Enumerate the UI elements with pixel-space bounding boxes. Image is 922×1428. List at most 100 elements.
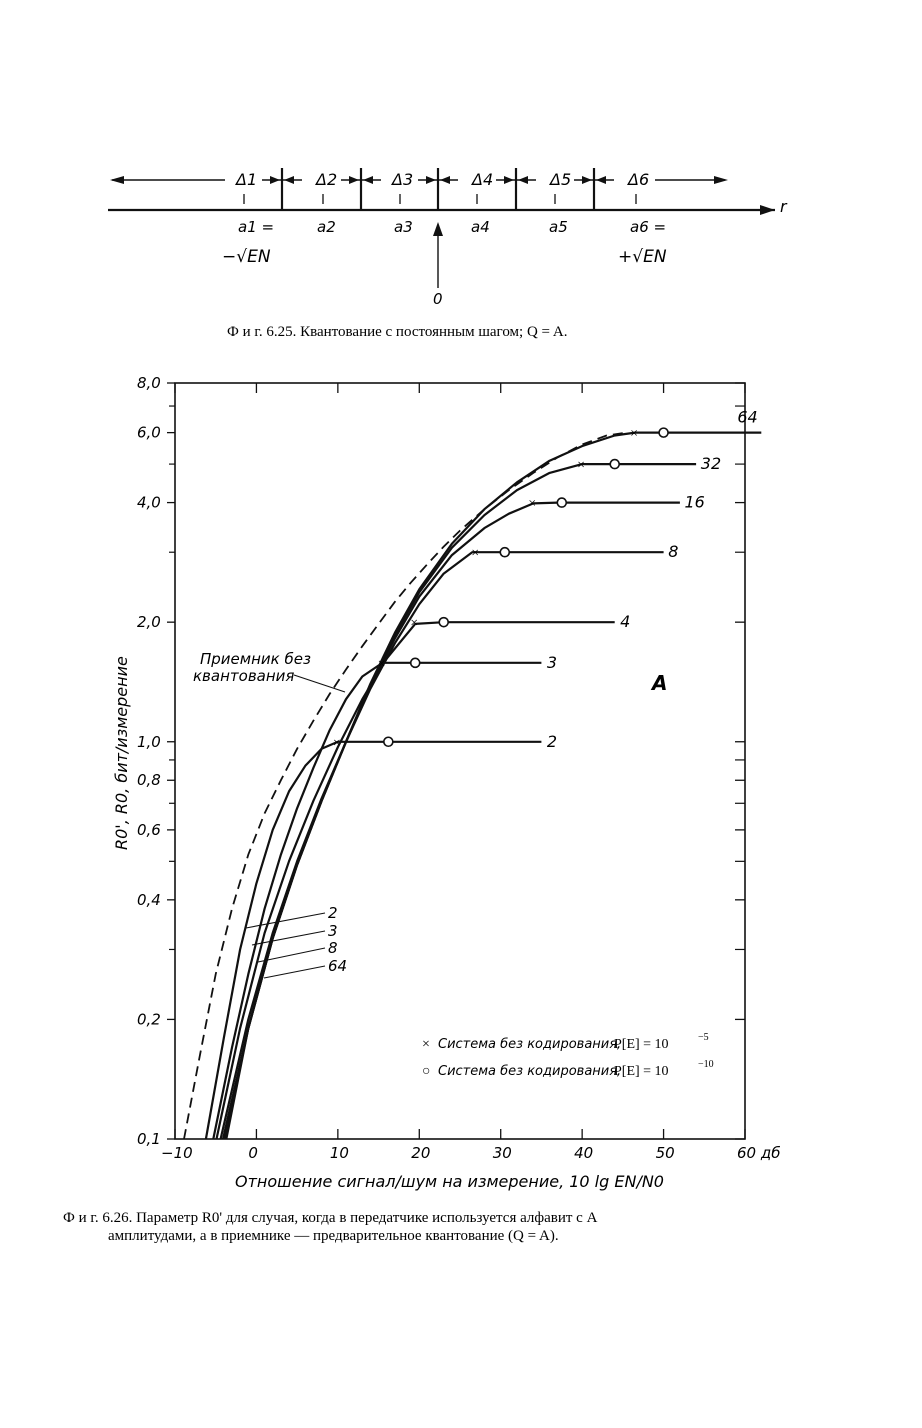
- y-tick-label: 0,4: [137, 891, 161, 909]
- series-line-4: [215, 621, 615, 1140]
- marker-x-16: ×: [528, 497, 536, 512]
- region-label-5: Δ5: [548, 170, 571, 189]
- level-label-6: a6 =: [630, 218, 666, 236]
- curve-label-right-16: 16: [684, 493, 704, 512]
- x-axis-label: Отношение сигнал/шум на измерение, 10 lg…: [235, 1172, 664, 1191]
- zero-label: 0: [433, 290, 443, 308]
- y-tick-label: 0,1: [137, 1130, 161, 1148]
- curve-label-right-8: 8: [668, 542, 678, 561]
- y-tick-label: 8,0: [137, 374, 161, 392]
- series-line-64: [225, 431, 762, 1140]
- legend-marker-x: ×: [422, 1037, 430, 1052]
- r-axis-arrowhead: [760, 205, 775, 215]
- boundary-arrowhead-right: [284, 176, 294, 184]
- level-ticks: [243, 194, 637, 204]
- a1-value: −√EN: [222, 247, 271, 267]
- boundary-arrowhead-right: [363, 176, 373, 184]
- receiver-label-line2: квантования: [193, 667, 294, 685]
- legend-exp-o: −10: [698, 1059, 714, 1070]
- marker-x-4: ×: [410, 616, 418, 631]
- y-tick-label: 2,0: [137, 613, 161, 631]
- y-tick-label: 0,2: [137, 1010, 161, 1028]
- y-tick-label: 0,8: [137, 771, 161, 789]
- x-tick-label: 50: [656, 1144, 675, 1162]
- region-label-3: Δ3: [390, 170, 413, 189]
- legend-label-x: Система без кодирования,: [438, 1037, 621, 1052]
- series-line-2: [204, 740, 542, 1140]
- y-tick-label: 4,0: [137, 494, 161, 512]
- marker-o-8: [499, 546, 511, 558]
- boundary-arrowhead-right: [440, 176, 450, 184]
- level-label-4: a4: [471, 218, 490, 236]
- level-label-1: a1 =: [238, 218, 274, 236]
- curve-label-right-3: 3: [547, 653, 557, 672]
- curve-leader-2: [245, 912, 326, 929]
- curve-leader-3: [251, 930, 326, 946]
- curve-label-right-4: 4: [620, 612, 630, 631]
- a6-value: +√EN: [618, 247, 667, 267]
- quantization-figure: r Δ1 Δ2 Δ3 Δ4 Δ5 Δ6 a1 = a2 a3 a4 a5 a6 = −√EN +√E…: [108, 168, 788, 340]
- receiver-annotation: Приемник без квантования: [193, 650, 346, 693]
- legend: × Система без кодирования, P[E] = 10 −5 …: [422, 1032, 714, 1079]
- x-tick-label: 10: [330, 1144, 349, 1162]
- marker-o-2: [383, 736, 394, 748]
- x-tick-label: 60 дб: [737, 1144, 780, 1162]
- y-tick-label: 0,6: [137, 821, 161, 839]
- y-tick-label: 1,0: [137, 733, 161, 751]
- caption-line-2: амплитудами, а в приемнике — предварител…: [108, 1228, 559, 1244]
- legend-label-o: Система без кодирования,: [438, 1064, 621, 1079]
- marker-x-2: ×: [333, 736, 341, 751]
- curve-leader-64: [263, 965, 326, 979]
- marker-o-64: [658, 427, 669, 438]
- plot-frame: [174, 382, 746, 1140]
- legend-marker-o: ○: [422, 1064, 430, 1079]
- x-axis-ticks: −10 0 10 20 30 40 50 60 дб: [161, 383, 780, 1162]
- y-axis-label: R0', R0, бит/измерение: [112, 656, 131, 850]
- curve-label-right-64: 64: [737, 408, 757, 427]
- boundary-arrowhead-right: [596, 176, 606, 184]
- curve-label-right-2: 2: [547, 732, 557, 751]
- marker-x-64: ×: [630, 427, 638, 442]
- boundary-arrowhead-right: [518, 176, 528, 184]
- curve-leader-8: [257, 947, 326, 963]
- marker-x-32: ×: [577, 458, 585, 473]
- region-labels: Δ1 Δ2 Δ3 Δ4 Δ5 Δ6: [234, 170, 649, 189]
- curve-label-left-3: 3: [328, 922, 338, 940]
- curve-label-right-32: 32: [701, 454, 721, 473]
- quantizer-boundaries: [262, 168, 614, 210]
- level-labels: a1 = a2 a3 a4 a5 a6 =: [238, 218, 666, 236]
- series-curves: [183, 431, 762, 1140]
- legend-exp-x: −5: [698, 1032, 709, 1043]
- x-tick-label: 30: [493, 1144, 512, 1162]
- region-label-1: Δ1: [234, 170, 257, 189]
- x-tick-label: −10: [161, 1144, 193, 1162]
- right-outer-arrowhead: [714, 176, 728, 184]
- boundary-arrowhead-left: [504, 176, 514, 184]
- annotation-A: A: [650, 671, 667, 695]
- region-label-2: Δ2: [314, 170, 337, 189]
- boundary-arrowhead-left: [582, 176, 592, 184]
- level-label-3: a3: [394, 218, 413, 236]
- marker-x-8: ×: [471, 546, 479, 561]
- y-axis-ticks: 0,1 0,2 0,4 0,6 0,8 1,0 2,0 4,0 6,0 8,0: [137, 374, 745, 1148]
- x-tick-label: 0: [248, 1144, 258, 1162]
- level-label-2: a2: [317, 218, 336, 236]
- caption-line-1: Ф и г. 6.26. Параметр R0' для случая, ко…: [63, 1210, 598, 1226]
- zero-arrowhead: [433, 222, 443, 236]
- region-label-6: Δ6: [626, 170, 649, 189]
- level-label-5: a5: [549, 218, 568, 236]
- legend-prob-x: P[E] = 10: [614, 1037, 669, 1052]
- marker-o-16: [556, 497, 568, 508]
- marker-o-32: [609, 458, 621, 470]
- region-label-4: Δ4: [470, 170, 493, 189]
- left-outer-arrowhead: [110, 176, 124, 184]
- boundary-arrowhead-left: [270, 176, 280, 184]
- curve-label-left-8: 8: [328, 939, 338, 957]
- x-tick-label: 20: [411, 1144, 430, 1162]
- marker-o-3: [409, 657, 421, 669]
- receiver-label-line1: Приемник без: [200, 650, 311, 668]
- marker-o-4: [438, 616, 450, 628]
